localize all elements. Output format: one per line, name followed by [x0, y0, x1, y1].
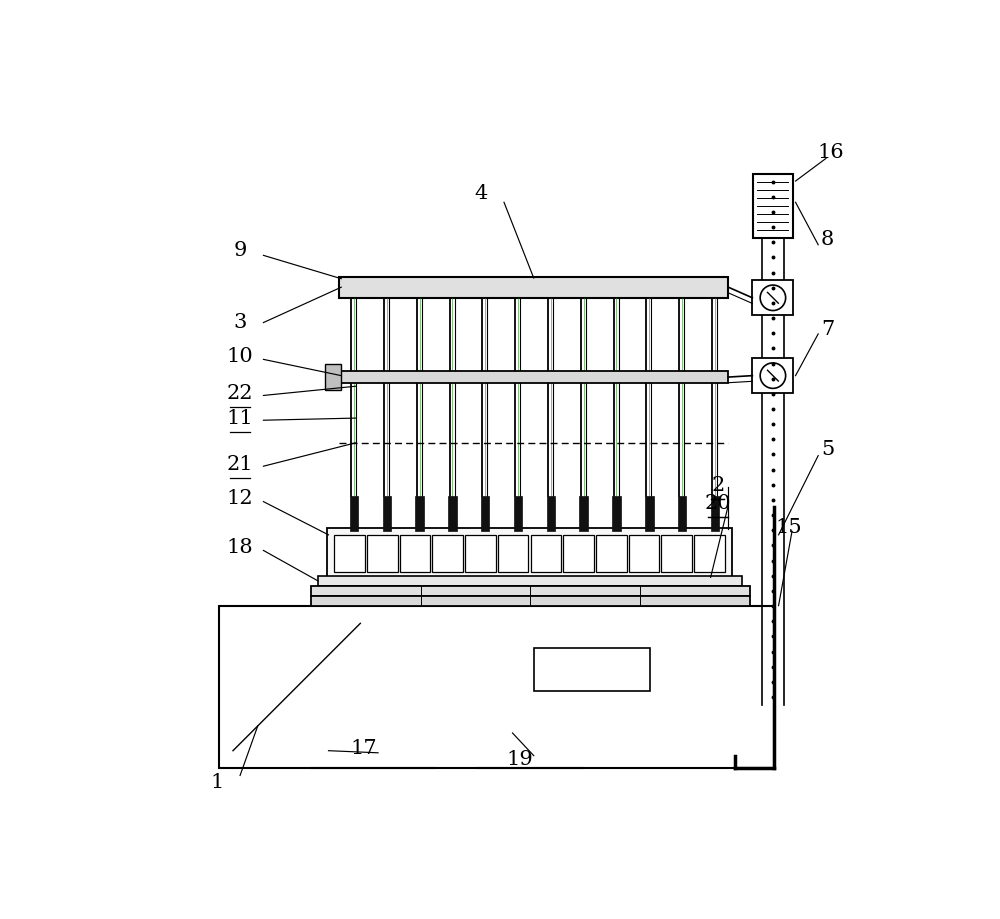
Bar — [311, 585, 750, 596]
Bar — [465, 535, 496, 572]
Bar — [339, 370, 728, 382]
Text: 2: 2 — [711, 476, 724, 494]
Bar — [219, 606, 774, 768]
Bar — [694, 535, 725, 572]
Bar — [531, 535, 561, 572]
Bar — [514, 496, 522, 531]
Text: 19: 19 — [506, 751, 533, 769]
Bar — [318, 576, 742, 585]
Bar — [367, 535, 398, 572]
Text: 1: 1 — [210, 773, 223, 792]
Bar — [327, 528, 732, 577]
Bar — [415, 496, 424, 531]
Bar — [350, 496, 358, 531]
Text: 22: 22 — [227, 384, 253, 403]
Bar — [339, 277, 728, 298]
Bar — [753, 174, 793, 238]
Text: 18: 18 — [227, 539, 253, 557]
Bar — [661, 535, 692, 572]
Text: 5: 5 — [821, 440, 834, 460]
Bar — [612, 496, 621, 531]
Text: 16: 16 — [818, 143, 844, 163]
Text: 21: 21 — [227, 455, 253, 473]
Bar — [752, 280, 793, 315]
Text: 12: 12 — [227, 489, 253, 507]
Bar — [400, 535, 430, 572]
Bar — [678, 496, 686, 531]
Bar — [498, 535, 528, 572]
Text: 10: 10 — [227, 347, 253, 366]
Text: 7: 7 — [821, 320, 834, 339]
Text: 8: 8 — [821, 231, 834, 249]
Bar — [563, 535, 594, 572]
Text: 4: 4 — [474, 185, 487, 203]
Text: 15: 15 — [775, 518, 802, 538]
Bar — [711, 496, 719, 531]
Text: 3: 3 — [233, 313, 247, 332]
Bar — [534, 648, 650, 690]
Bar — [448, 496, 457, 531]
Bar — [645, 496, 654, 531]
Text: 17: 17 — [351, 739, 377, 758]
Bar — [579, 496, 588, 531]
Bar — [311, 596, 750, 606]
Bar — [383, 496, 391, 531]
Text: 11: 11 — [227, 409, 253, 427]
Bar — [481, 496, 489, 531]
Bar — [325, 364, 341, 390]
Text: 20: 20 — [704, 494, 731, 513]
Bar — [334, 535, 365, 572]
Bar — [752, 357, 793, 393]
Text: 9: 9 — [233, 241, 247, 260]
Bar — [547, 496, 555, 531]
Bar — [432, 535, 463, 572]
Bar — [629, 535, 659, 572]
Bar — [596, 535, 627, 572]
